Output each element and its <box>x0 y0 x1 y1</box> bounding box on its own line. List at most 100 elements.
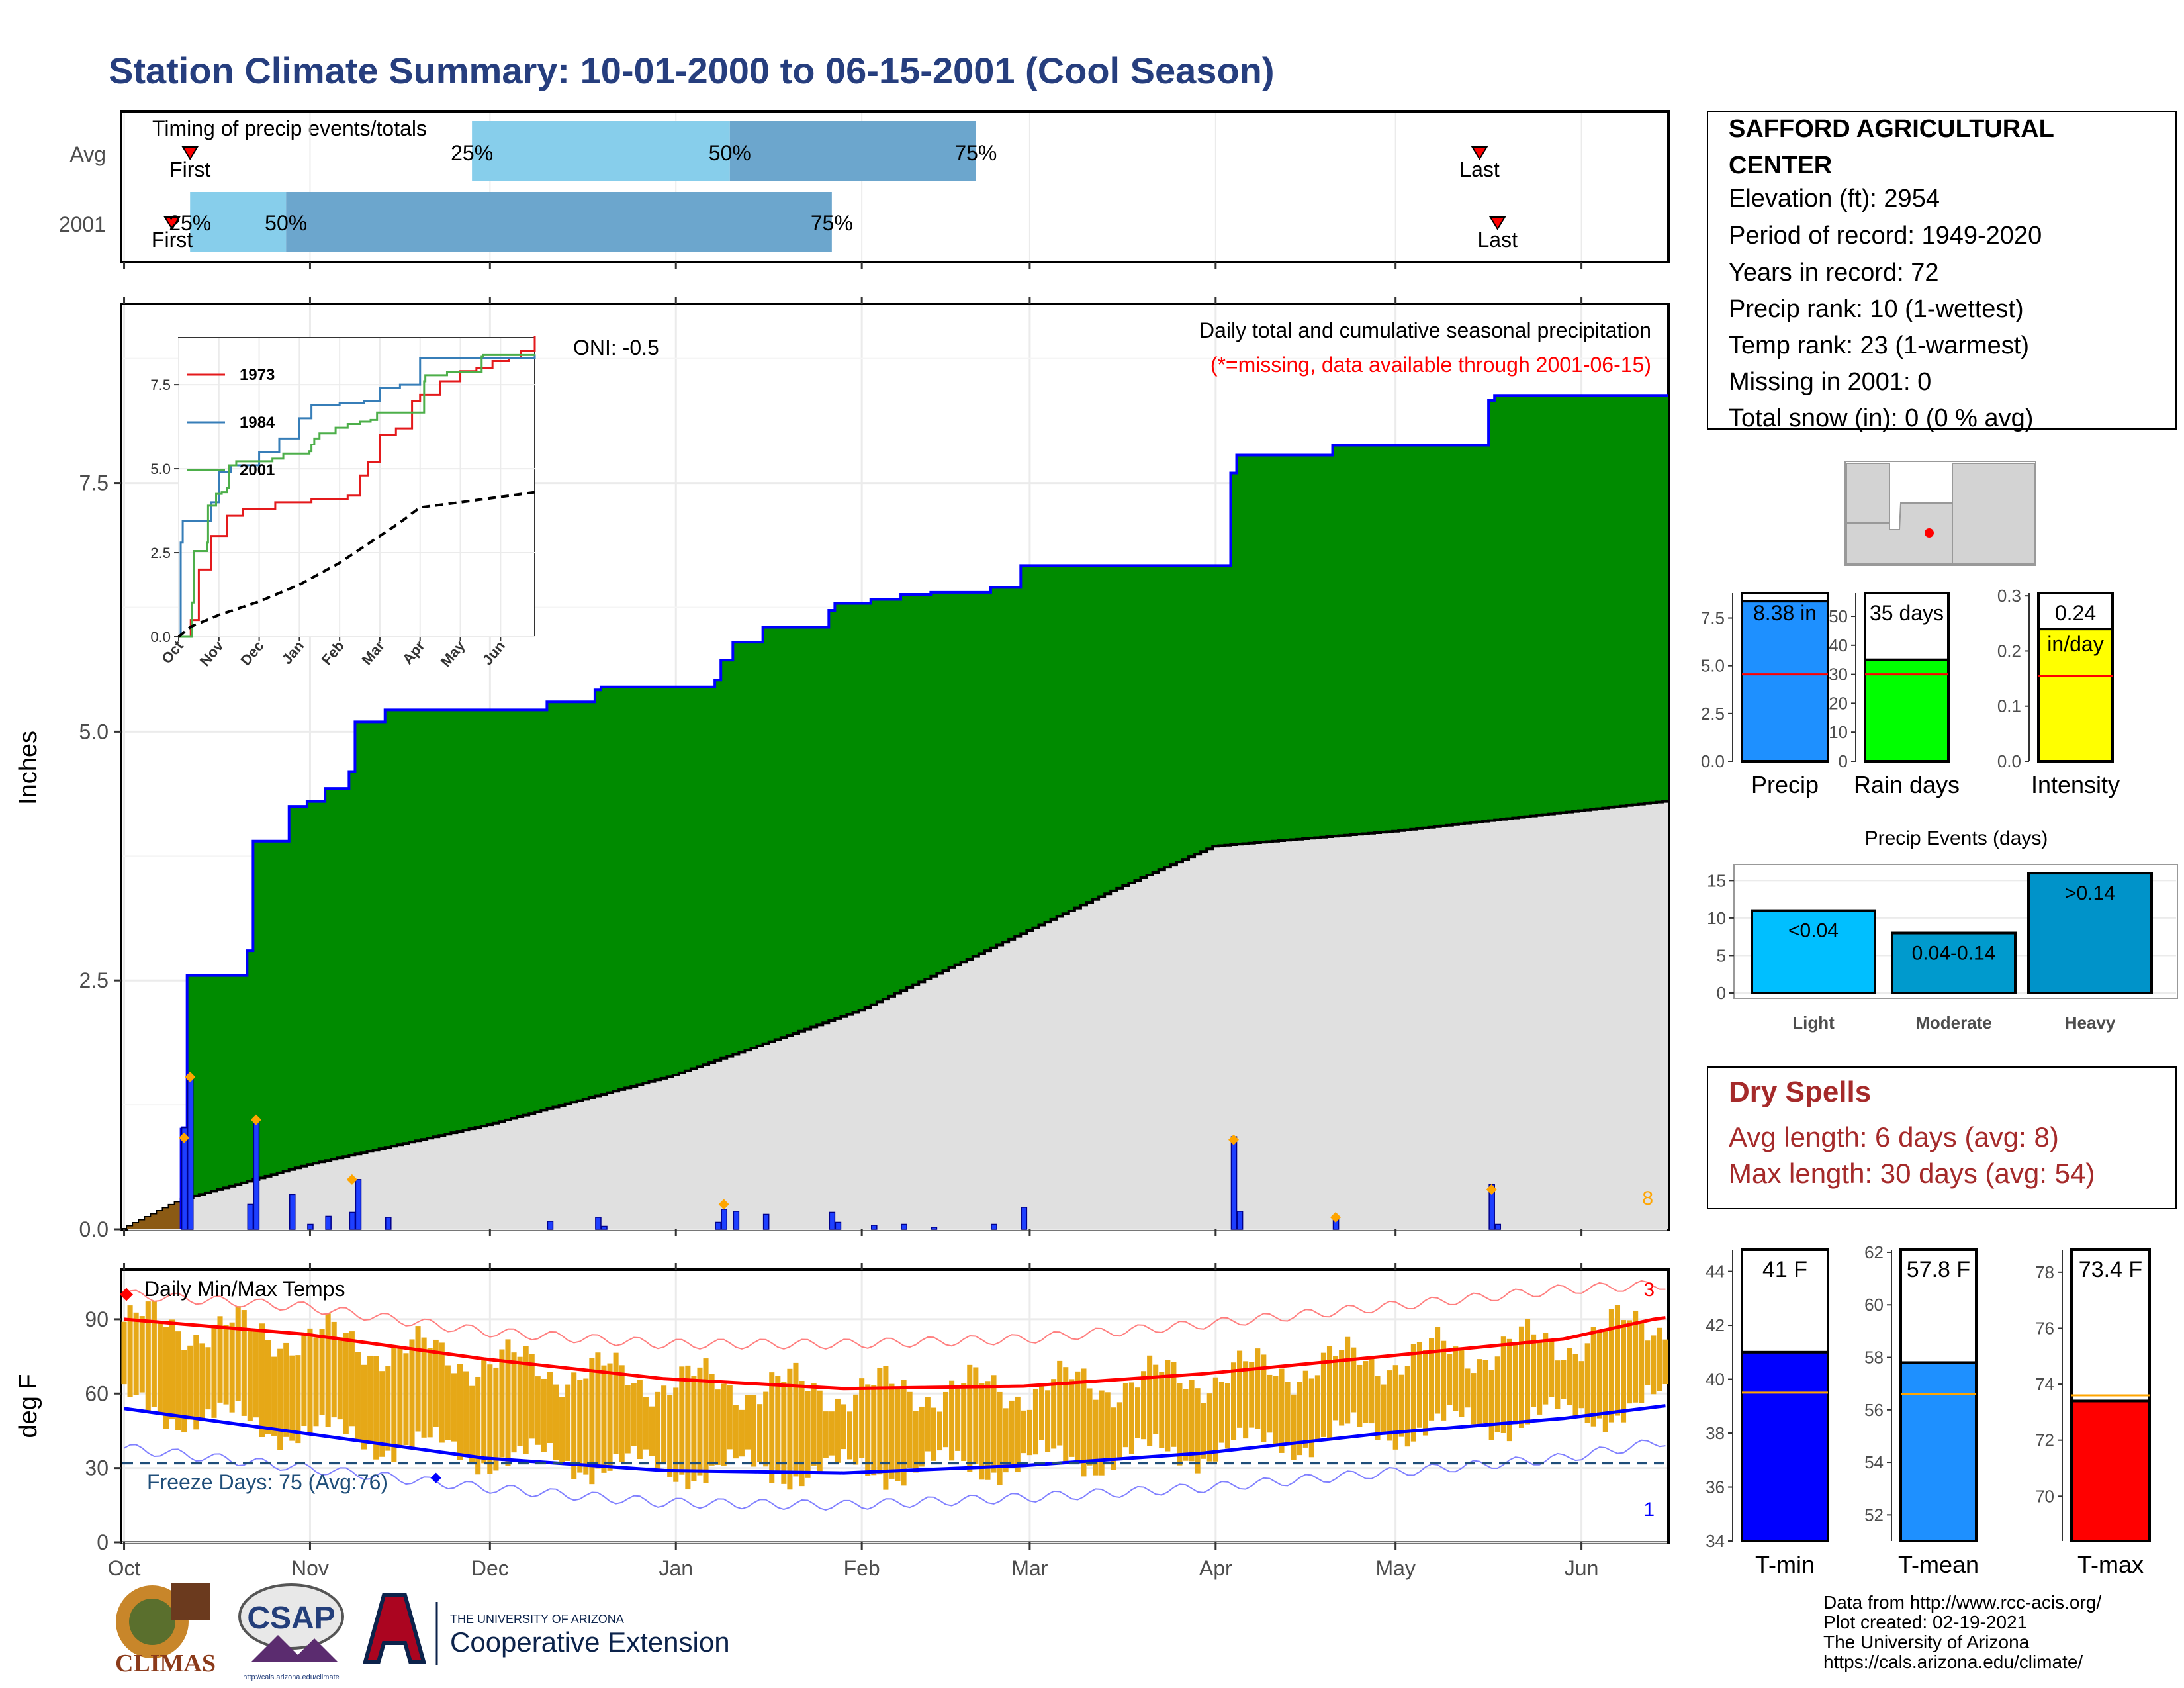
events-bar-label: >0.14 <box>2065 882 2115 904</box>
daily-temp-bar <box>1320 1352 1326 1437</box>
daily-temp-bar <box>223 1325 229 1405</box>
daily-temp-bar <box>919 1406 925 1467</box>
dry-spells-box: Dry Spells Avg length: 6 days (avg: 8) M… <box>1707 1066 2177 1209</box>
summary-precip-value-label: 8.38 in <box>1753 601 1817 625</box>
daily-temp-bar <box>595 1352 601 1469</box>
daily-temp-bar <box>271 1356 277 1436</box>
daily-temp-bar <box>1171 1362 1177 1447</box>
temp-ytick-label: 30 <box>85 1456 109 1480</box>
daily-temp-bar <box>721 1383 727 1467</box>
precip-ytick-label: 5.0 <box>79 720 109 743</box>
daily-temp-bar <box>1645 1340 1651 1385</box>
daily-temp-bar <box>1326 1346 1333 1440</box>
daily-temp-bar <box>511 1352 517 1453</box>
summary-intensity-value-label: 0.24 <box>2055 601 2096 625</box>
daily-temp-bar <box>1111 1407 1116 1470</box>
daily-temp-bar <box>1057 1360 1063 1446</box>
daily-temp-bar <box>859 1378 865 1458</box>
daily-temp-bar <box>1555 1360 1561 1409</box>
daily-temp-bar <box>1021 1410 1026 1454</box>
daily-temp-bar <box>1584 1343 1590 1423</box>
chart-title: Station Climate Summary: 10-01-2000 to 0… <box>109 50 1275 91</box>
daily-temp-bar <box>259 1323 265 1437</box>
daily-temp-bar <box>565 1384 571 1461</box>
daily-temp-bar <box>667 1395 673 1477</box>
daily-temp-bar <box>1237 1350 1243 1428</box>
events-category-label: Heavy <box>2065 1013 2116 1033</box>
daily-temp-bar <box>1206 1393 1212 1462</box>
station-name-line2: CENTER <box>1729 152 1832 179</box>
daily-temp-bar <box>1105 1392 1111 1462</box>
temp-summary-t-mean-ytick-label: 58 <box>1864 1348 1884 1368</box>
station-line: Total snow (in): 0 (0 % avg) <box>1729 404 2033 432</box>
climas-logo-text: CLIMAS <box>115 1650 216 1677</box>
daily-temp-bar <box>577 1380 583 1473</box>
daily-temp-bar <box>439 1342 445 1443</box>
climas-logo: CLIMAS <box>115 1583 216 1677</box>
daily-temp-bar <box>403 1353 409 1446</box>
daily-temp-bar <box>1657 1327 1662 1391</box>
daily-temp-bar <box>883 1366 889 1490</box>
daily-temp-bar <box>733 1405 739 1459</box>
record-max-line <box>124 1280 1666 1350</box>
temp-panel-title: Daily Min/Max Temps <box>144 1277 345 1301</box>
station-line: Elevation (ft): 2954 <box>1729 185 1940 212</box>
daily-temp-bar <box>1038 1383 1045 1440</box>
daily-temp-bar <box>1069 1379 1075 1457</box>
summary-precip-ytick-label: 5.0 <box>1701 656 1725 676</box>
daily-temp-bar <box>763 1391 769 1467</box>
daily-temp-bar <box>433 1339 439 1427</box>
precip-ytick-label: 0.0 <box>79 1217 109 1241</box>
daily-temp-bar <box>1518 1326 1525 1428</box>
daily-temp-bar <box>775 1376 781 1474</box>
daily-precip-bar <box>901 1223 907 1230</box>
daily-temp-bar <box>583 1378 589 1475</box>
summary-intensity-value-label2: in/day <box>2047 632 2103 656</box>
daily-temp-bar <box>1177 1383 1183 1466</box>
daily-temp-bar <box>1627 1320 1633 1404</box>
daily-temp-bar <box>343 1333 349 1434</box>
locator-map <box>1844 461 2036 566</box>
daily-temp-bar <box>751 1394 757 1467</box>
summary-intensity-ytick-label: 0.2 <box>1997 641 2021 661</box>
daily-precip-bar <box>601 1225 608 1230</box>
daily-temp-bar <box>1561 1360 1567 1399</box>
daily-temp-bar <box>913 1411 919 1473</box>
summary-intensity-name: Intensity <box>2031 771 2120 798</box>
daily-temp-bar <box>145 1301 151 1411</box>
temp-ytick-label: 0 <box>97 1530 109 1554</box>
xtick-label: Apr <box>1199 1556 1232 1580</box>
daily-temp-bar <box>307 1328 313 1433</box>
daily-precip-bar <box>733 1211 740 1230</box>
daily-temp-bar <box>481 1360 487 1464</box>
daily-temp-bar <box>1447 1354 1453 1405</box>
temp-summary-t-max-value-label: 73.4 F <box>2079 1257 2142 1282</box>
summary-intensity-ytick-label: 0.0 <box>1997 751 2021 771</box>
precip-panel: 0.0 2.5 5.0 7.5 Inches Daily total and cumu… <box>15 297 1670 1241</box>
precip-corner-number: 8 <box>1642 1188 1653 1209</box>
daily-precip-bar <box>187 1076 194 1230</box>
daily-temp-bar <box>1531 1334 1537 1407</box>
daily-temp-bar <box>799 1381 805 1487</box>
temp-summary-t-min-value-label: 41 F <box>1762 1257 1807 1282</box>
inset-ytick-label: 2.5 <box>150 545 171 561</box>
daily-temp-bar <box>229 1322 235 1413</box>
temp-corner-top: 3 <box>1643 1279 1655 1301</box>
summary-precip-ytick-label: 2.5 <box>1701 704 1725 724</box>
temp-summary-t-min-ytick-label: 42 <box>1706 1315 1725 1335</box>
daily-temp-bar <box>409 1339 415 1450</box>
daily-temp-bar <box>997 1391 1003 1485</box>
daily-precip-bar <box>991 1223 997 1230</box>
daily-temp-bar <box>1032 1389 1038 1455</box>
daily-temp-bar <box>949 1380 955 1461</box>
daily-max-marker <box>1228 1134 1240 1145</box>
temp-summary-t-min-ytick-label: 36 <box>1706 1477 1725 1497</box>
daily-temp-bar <box>1543 1333 1549 1405</box>
daily-temp-bar <box>1596 1331 1602 1419</box>
inset-series-1984 <box>179 354 536 638</box>
daily-precip-bar <box>307 1223 314 1230</box>
daily-temp-bar <box>391 1346 397 1462</box>
daily-temp-bar <box>355 1352 361 1440</box>
xtick-label: Dec <box>471 1556 509 1580</box>
daily-precip-bar <box>385 1217 392 1230</box>
